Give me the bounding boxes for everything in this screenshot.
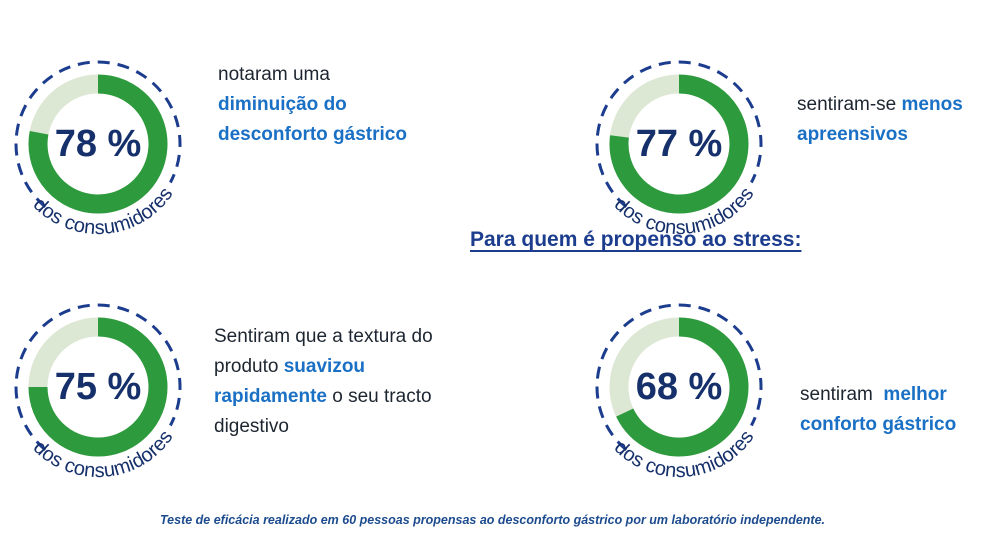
stat-description-2: sentiram-se menos apreensivos [797, 90, 982, 150]
description-text-after: o seu tracto digestivo [214, 386, 432, 437]
percentage-value: 75 % [54, 366, 142, 408]
description-text: Sentiram que a textura do produto [214, 326, 433, 377]
donut-chart-4: dos consumidores [595, 303, 763, 482]
stat-description-3: Sentiram que a textura do produto suaviz… [214, 322, 439, 442]
ring-fill [28, 317, 168, 457]
description-highlight: diminuição do desconforto gástrico [218, 94, 407, 145]
dashed-arc [14, 303, 182, 451]
percentage-value: 68 % [635, 366, 723, 408]
ring-fill [609, 74, 749, 214]
stat-block-4: dos consumidores 68 % [595, 273, 785, 493]
stat-block-1: dos consumidores 78 % [14, 30, 204, 250]
donut-chart-2: dos consumidores [595, 60, 763, 239]
dashed-arc [14, 60, 182, 208]
stat-block-3: dos consumidores 75 % [14, 273, 204, 493]
description-highlight: suavizou rapidamente [214, 356, 366, 407]
description-text: sentiram [800, 384, 873, 405]
dashed-arc [595, 60, 763, 208]
percentage-value: 77 % [635, 123, 723, 165]
description-text: notaram uma [218, 64, 330, 85]
stat-description-1: notaram uma diminuição do desconforto gá… [218, 60, 428, 150]
description-highlight: menos apreensivos [797, 94, 963, 145]
ring-fill [616, 317, 749, 457]
donut-chart-1: dos consumidores [14, 60, 182, 239]
donut-chart-3: dos consumidores [14, 303, 182, 482]
section-heading: Para quem é propenso ao stress: [470, 228, 802, 251]
description-highlight: melhor conforto gástrico [800, 384, 957, 435]
stat-block-2: dos consumidores 77 % [595, 30, 785, 250]
footnote: Teste de eficácia realizado em 60 pessoa… [160, 513, 826, 527]
ring-fill [28, 74, 168, 214]
dashed-arc [595, 303, 763, 451]
description-text: sentiram-se [797, 94, 897, 115]
stat-description-4: sentiram melhor conforto gástrico [800, 380, 980, 440]
percentage-value: 78 % [54, 123, 142, 165]
